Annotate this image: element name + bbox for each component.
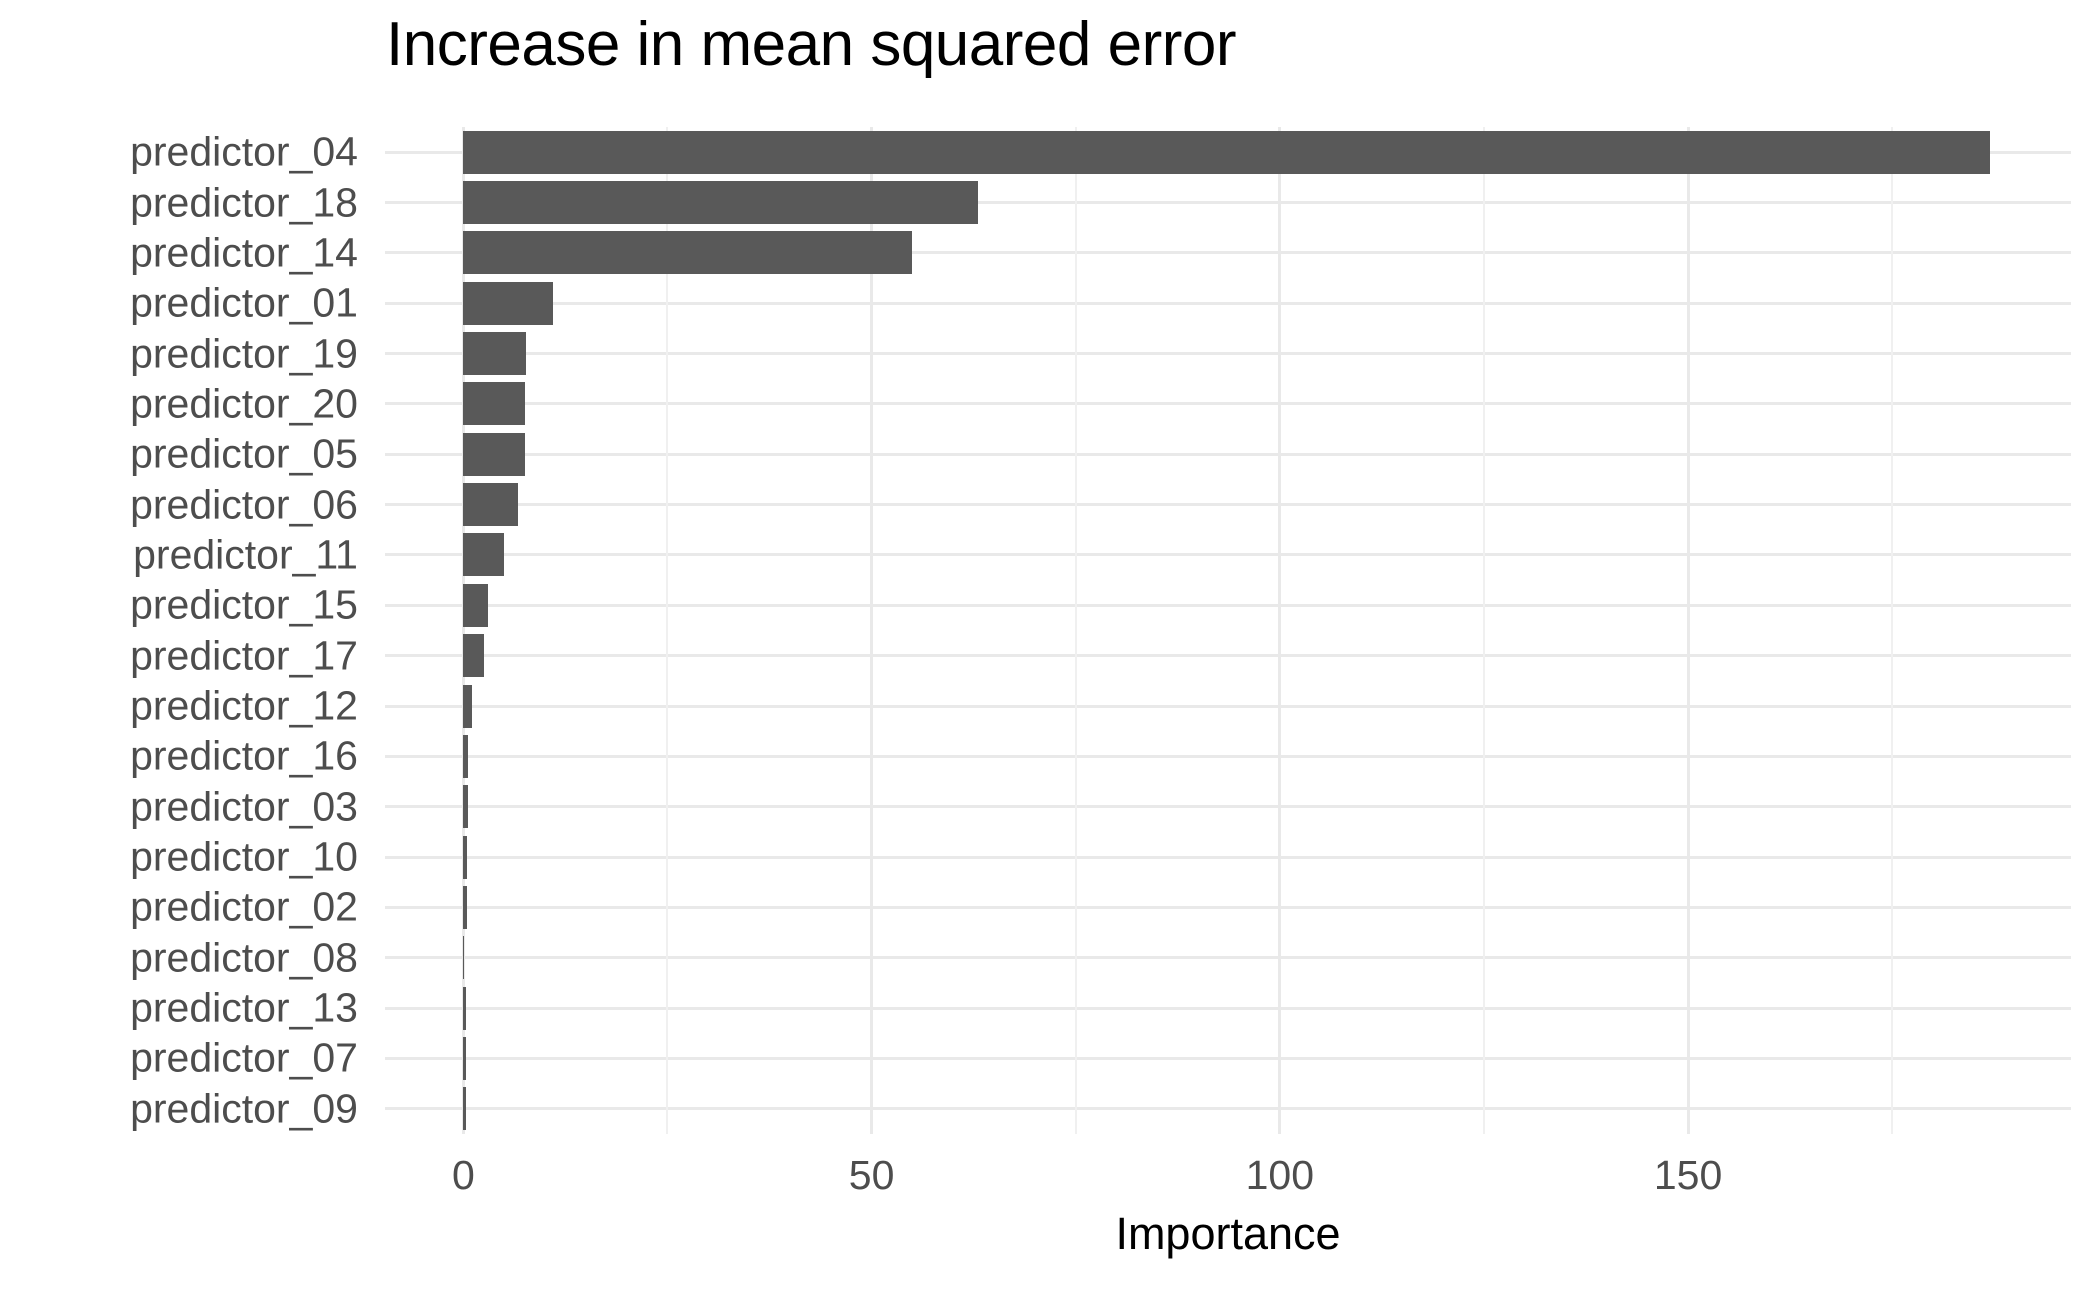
gridline-horizontal	[385, 754, 2071, 758]
bar-predictor_13	[463, 986, 466, 1030]
gridline-vertical-major	[1686, 127, 1690, 1134]
gridline-vertical-minor	[1482, 127, 1485, 1134]
y-axis-label: predictor_18	[130, 179, 358, 226]
bar-predictor_03	[463, 785, 468, 829]
gridline-vertical-minor	[1891, 127, 1894, 1134]
gridline-horizontal	[385, 805, 2071, 809]
gridline-vertical-major	[870, 127, 874, 1134]
bar-predictor_01	[463, 281, 554, 325]
y-axis-label: predictor_14	[130, 229, 358, 276]
y-axis-label: predictor_20	[130, 380, 358, 427]
y-axis-label: predictor_05	[130, 430, 358, 477]
y-axis-label: predictor_15	[130, 581, 358, 628]
gridline-vertical-minor	[666, 127, 669, 1134]
bar-predictor_10	[463, 835, 467, 879]
y-axis-label: predictor_01	[130, 279, 358, 326]
gridline-horizontal	[385, 905, 2071, 909]
bar-predictor_15	[463, 583, 488, 627]
gridline-horizontal	[385, 1006, 2071, 1010]
y-axis-label: predictor_04	[130, 128, 358, 175]
bar-predictor_17	[463, 634, 484, 678]
gridline-horizontal	[385, 553, 2071, 557]
y-axis-label: predictor_06	[130, 481, 358, 528]
y-axis-label: predictor_17	[130, 632, 358, 679]
x-axis-tick-label: 0	[451, 1152, 475, 1198]
bar-predictor_11	[463, 533, 505, 577]
bar-predictor_02	[463, 885, 467, 929]
gridline-horizontal	[385, 301, 2071, 305]
y-axis-label: predictor_07	[130, 1034, 358, 1081]
y-axis-label: predictor_12	[130, 682, 358, 729]
gridline-horizontal	[385, 603, 2071, 607]
x-axis-tick-label: 100	[1245, 1152, 1315, 1198]
bar-predictor_20	[463, 382, 526, 426]
gridline-horizontal	[385, 251, 2071, 255]
bar-predictor_12	[463, 684, 472, 728]
plot-panel	[385, 127, 2071, 1134]
gridline-horizontal	[385, 352, 2071, 356]
x-axis-tick-label: 50	[848, 1152, 895, 1198]
y-axis-label: predictor_03	[130, 783, 358, 830]
gridline-horizontal	[385, 956, 2071, 960]
bar-predictor_07	[463, 1036, 466, 1080]
x-axis-tick-label: 150	[1653, 1152, 1723, 1198]
gridline-horizontal	[385, 855, 2071, 859]
gridline-horizontal	[385, 452, 2071, 456]
y-axis-label: predictor_09	[130, 1085, 358, 1132]
bar-predictor_09	[463, 1087, 467, 1131]
y-axis-label: predictor_16	[130, 732, 358, 779]
gridline-vertical-major	[461, 127, 465, 1134]
gridline-horizontal	[385, 402, 2071, 406]
y-axis-label: predictor_19	[130, 330, 358, 377]
gridline-horizontal	[385, 201, 2071, 205]
x-axis-title: Importance	[1115, 1208, 1341, 1259]
bar-predictor_08	[463, 936, 464, 980]
gridline-horizontal	[385, 654, 2071, 658]
gridline-horizontal	[385, 1056, 2071, 1060]
bar-predictor_14	[463, 231, 913, 275]
gridline-horizontal	[385, 704, 2071, 708]
gridline-horizontal	[385, 503, 2071, 507]
chart-title: Increase in mean squared error	[386, 10, 1237, 79]
y-axis-label: predictor_13	[130, 984, 358, 1031]
bar-predictor_19	[463, 332, 527, 376]
bar-predictor_04	[463, 130, 1991, 174]
bar-predictor_16	[463, 734, 469, 778]
bar-predictor_05	[463, 432, 525, 476]
gridline-vertical-minor	[1074, 127, 1077, 1134]
gridline-vertical-major	[1278, 127, 1282, 1134]
y-axis-label: predictor_10	[130, 833, 358, 880]
y-axis-label: predictor_11	[133, 531, 358, 578]
gridline-horizontal	[385, 1107, 2071, 1111]
bar-predictor_18	[463, 181, 978, 225]
y-axis-label: predictor_02	[130, 883, 358, 930]
bar-predictor_06	[463, 483, 519, 527]
y-axis-label: predictor_08	[130, 934, 358, 981]
